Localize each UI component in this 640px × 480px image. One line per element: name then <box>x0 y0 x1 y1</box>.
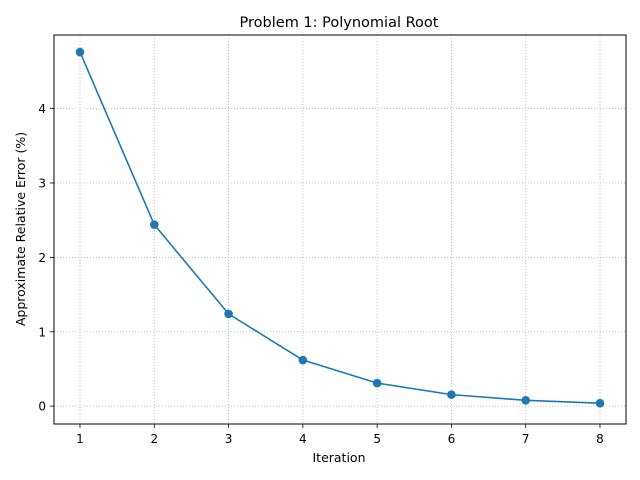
x-tick-label: 1 <box>76 432 84 446</box>
y-tick-label: 4 <box>38 102 46 116</box>
data-point-marker <box>521 396 531 405</box>
chart-title: Problem 1: Polynomial Root <box>240 15 439 31</box>
x-tick-label: 2 <box>150 432 158 446</box>
data-point-marker <box>75 47 85 57</box>
y-tick-label: 0 <box>38 400 46 414</box>
data-point-marker <box>149 220 159 229</box>
x-tick-label: 8 <box>596 432 604 446</box>
y-axis-label: Approximate Relative Error (%) <box>13 132 28 326</box>
data-point-marker <box>595 398 605 408</box>
y-tick-label: 2 <box>38 251 46 265</box>
x-tick-label: 6 <box>448 432 456 446</box>
data-point-marker <box>224 309 233 319</box>
x-tick-label: 5 <box>373 432 381 446</box>
data-point-marker <box>447 390 456 399</box>
x-tick-label: 7 <box>522 432 530 446</box>
series-layer <box>75 47 605 408</box>
data-point-marker <box>298 355 308 365</box>
y-axis-ticks: 0 1 2 3 4 <box>38 102 54 414</box>
x-axis-label: Iteration <box>312 450 365 465</box>
x-tick-label: 4 <box>299 432 307 446</box>
data-point-marker <box>372 378 382 388</box>
y-tick-label: 3 <box>38 177 46 191</box>
plot-area-frame <box>53 34 627 425</box>
y-tick-label: 1 <box>38 325 46 339</box>
x-axis-ticks: 1 2 3 4 5 6 7 8 <box>76 424 604 446</box>
series-line <box>79 51 601 404</box>
x-tick-label: 3 <box>225 432 233 446</box>
